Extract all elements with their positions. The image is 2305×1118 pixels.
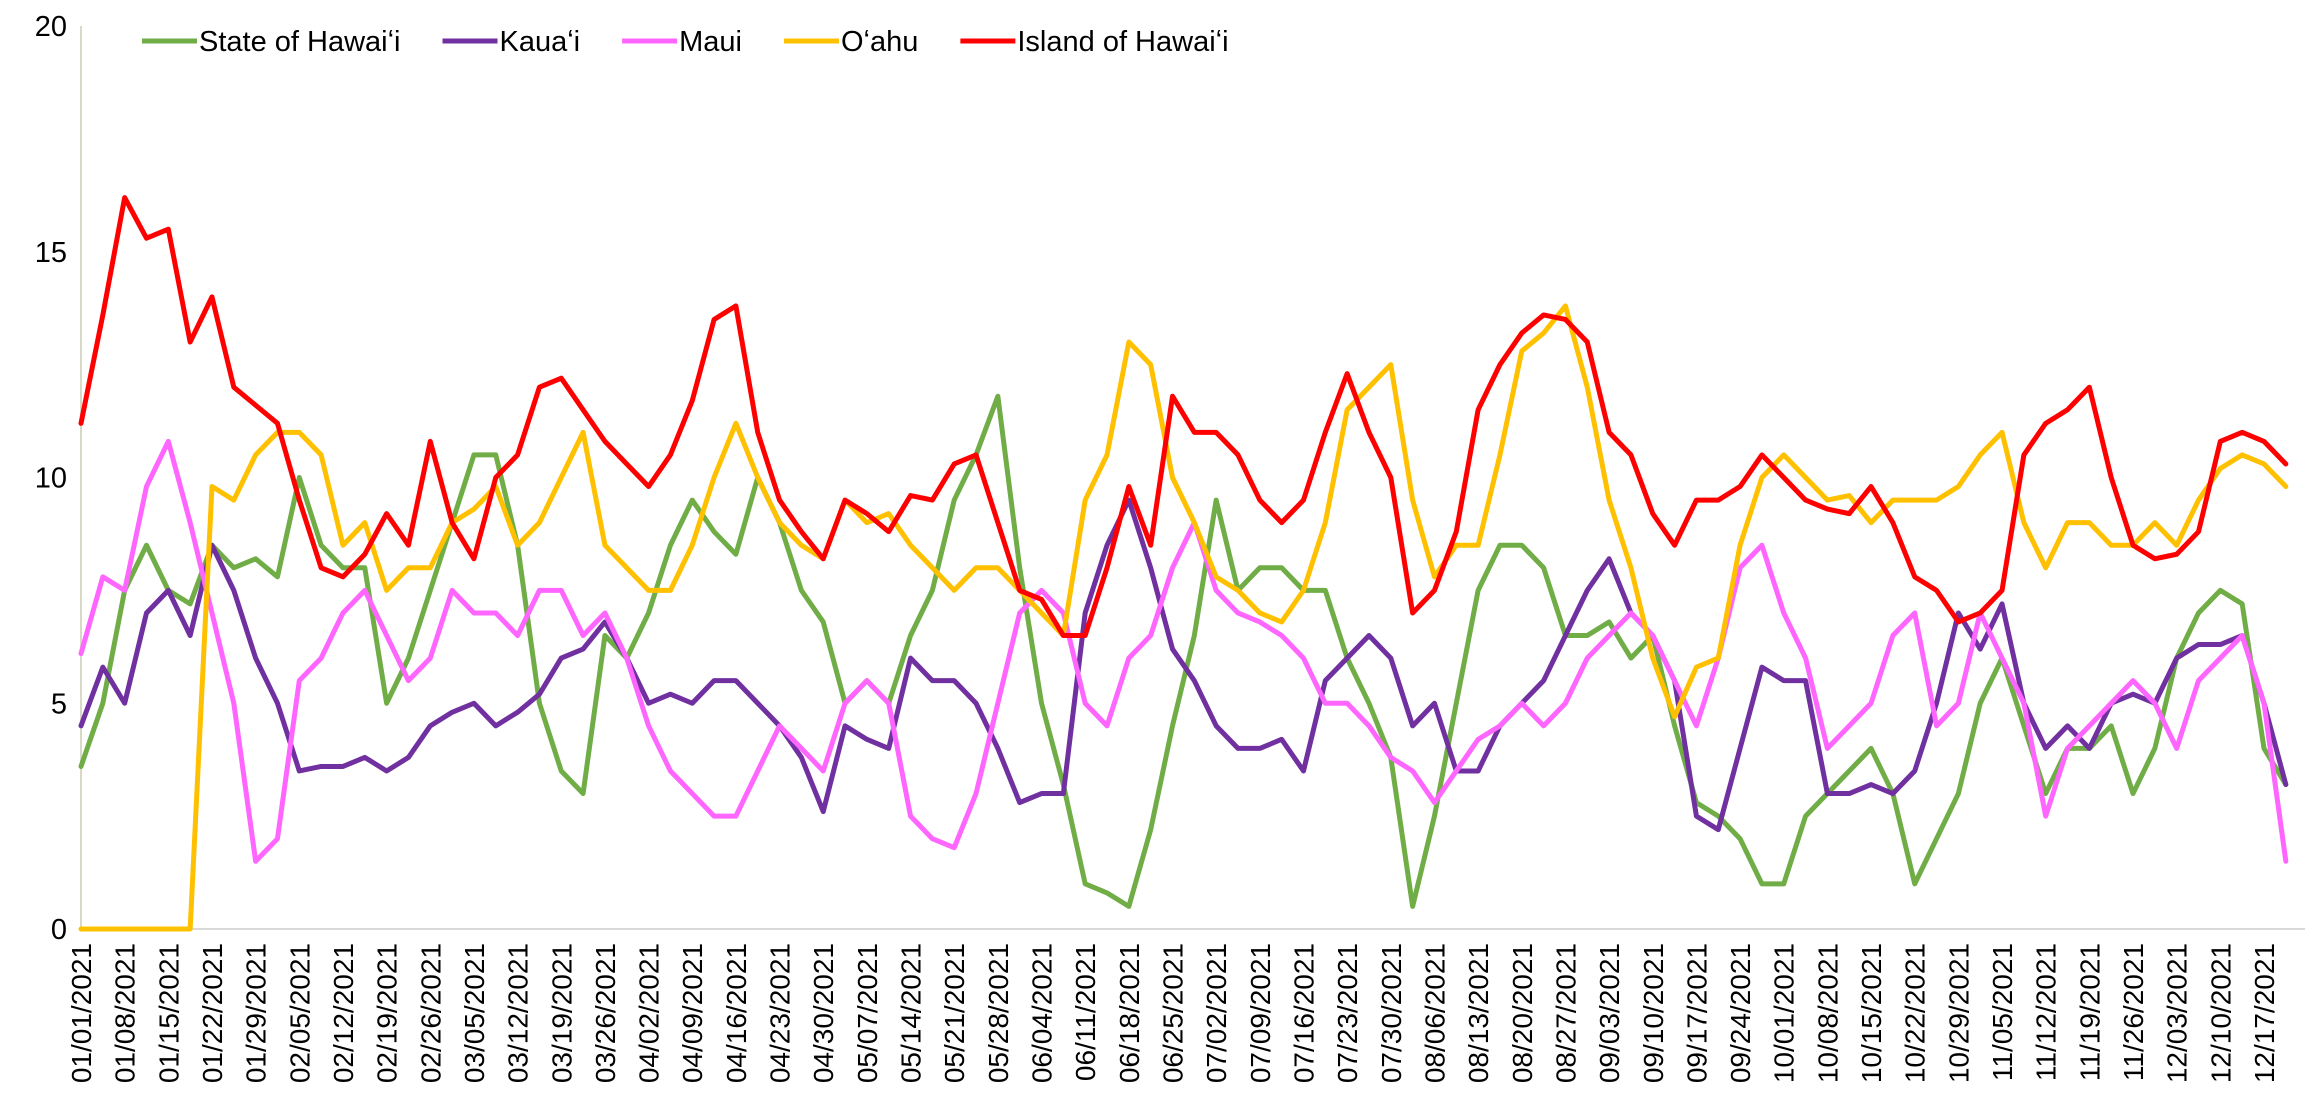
x-tick-label: 08/06/2021	[1419, 943, 1450, 1083]
x-tick-label: 01/15/2021	[153, 943, 184, 1083]
x-tick-label: 09/17/2021	[1681, 943, 1712, 1083]
x-tick-label: 12/17/2021	[2249, 943, 2280, 1083]
x-tick-label: 01/22/2021	[197, 943, 228, 1083]
legend-label: Kauaʻi	[500, 26, 581, 58]
x-tick-label: 01/01/2021	[66, 943, 97, 1083]
series-line	[78, 195, 2289, 639]
series-line	[78, 393, 2289, 909]
x-tick-label: 05/07/2021	[852, 943, 883, 1083]
legend: State of Hawaiʻi Kauaʻi Maui Oʻahu Island of…	[142, 26, 1229, 58]
x-tick-label: 07/02/2021	[1201, 943, 1232, 1083]
y-tick-label: 20	[35, 11, 67, 43]
legend-label: State of Hawaiʻi	[199, 26, 401, 58]
x-tick-label: 01/08/2021	[110, 943, 141, 1083]
y-tick-label: 5	[51, 688, 67, 720]
x-tick-label: 06/25/2021	[1158, 943, 1189, 1083]
x-tick-label: 11/12/2021	[2031, 943, 2062, 1081]
x-tick-label: 04/16/2021	[721, 943, 752, 1083]
x-tick-label: 06/04/2021	[1027, 943, 1058, 1083]
x-tick-label: 10/29/2021	[1943, 943, 1974, 1083]
x-tick-label: 04/09/2021	[677, 943, 708, 1083]
x-tick-label: 08/20/2021	[1507, 943, 1538, 1083]
x-tick-label: 09/24/2021	[1725, 943, 1756, 1083]
y-tick-label: 15	[35, 237, 67, 269]
x-tick-label: 03/26/2021	[590, 943, 621, 1083]
x-tick-label: 02/26/2021	[415, 943, 446, 1083]
x-tick-label: 08/13/2021	[1463, 943, 1494, 1083]
legend-label: Island of Hawaiʻi	[1017, 26, 1228, 58]
x-tick-label: 11/05/2021	[1987, 943, 2018, 1081]
x-tick-label: 04/02/2021	[634, 943, 665, 1083]
x-tick-label: 05/28/2021	[983, 943, 1014, 1083]
x-tick-label: 05/21/2021	[939, 943, 970, 1083]
x-tick-label: 10/08/2021	[1812, 943, 1843, 1083]
x-tick-label: 09/10/2021	[1638, 943, 1669, 1083]
x-tick-label: 03/05/2021	[459, 943, 490, 1083]
x-tick-label: 08/27/2021	[1550, 943, 1581, 1083]
x-tick-label: 12/10/2021	[2205, 943, 2236, 1083]
series-line	[78, 438, 2289, 864]
x-tick-label: 09/03/2021	[1594, 943, 1625, 1083]
x-tick-label: 03/12/2021	[503, 943, 534, 1083]
x-tick-label: 06/18/2021	[1114, 943, 1145, 1083]
x-tick-label: 10/22/2021	[1900, 943, 1931, 1083]
x-tick-label: 10/01/2021	[1769, 943, 1800, 1083]
x-tick-label: 07/16/2021	[1288, 943, 1319, 1083]
x-tick-label: 02/19/2021	[372, 943, 403, 1083]
x-tick-label: 04/23/2021	[765, 943, 796, 1083]
y-tick-label: 0	[51, 914, 67, 946]
x-tick-label: 04/30/2021	[808, 943, 839, 1083]
x-tick-label: 06/11/2021	[1070, 943, 1101, 1081]
x-tick-label: 11/26/2021	[2118, 943, 2149, 1081]
series-line	[78, 303, 2289, 932]
x-tick-label: 03/19/2021	[546, 943, 577, 1083]
x-tick-label: 07/30/2021	[1376, 943, 1407, 1083]
legend-label: Oʻahu	[841, 26, 918, 58]
x-tick-label: 01/29/2021	[241, 943, 272, 1083]
x-tick-label: 05/14/2021	[896, 943, 927, 1083]
legend-label: Maui	[679, 26, 742, 58]
x-tick-label: 07/23/2021	[1332, 943, 1363, 1083]
x-tick-label: 11/19/2021	[2074, 943, 2105, 1081]
series-line	[78, 497, 2289, 833]
x-tick-label: 12/03/2021	[2162, 943, 2193, 1083]
x-tick-label: 02/05/2021	[284, 943, 315, 1083]
y-tick-label: 10	[35, 463, 67, 495]
x-tick-label: 02/12/2021	[328, 943, 359, 1083]
x-tick-label: 10/15/2021	[1856, 943, 1887, 1083]
x-tick-label: 07/09/2021	[1245, 943, 1276, 1083]
